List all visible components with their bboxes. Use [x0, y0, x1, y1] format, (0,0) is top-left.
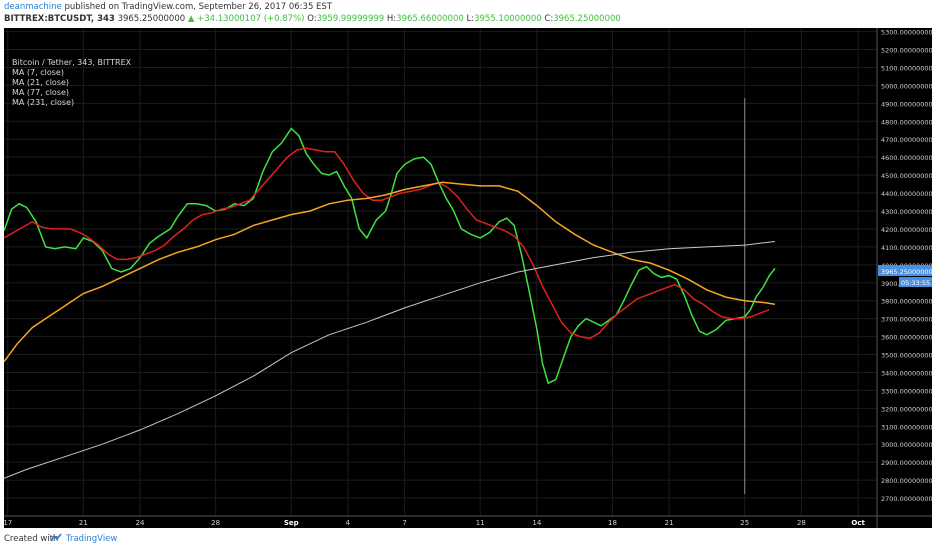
x-tick-label: 21 [665, 519, 674, 527]
chart-area[interactable]: 2700.00000000 2800.00000000 2900.00000000 3… [4, 28, 932, 528]
y-tick-label: 3100.00000000 [881, 423, 932, 431]
y-tick-label: 3300.00000000 [881, 387, 932, 395]
y-tick-label: 5100.00000000 [881, 64, 932, 72]
price-chart[interactable]: 2700.00000000 2800.00000000 2900.00000000 3… [4, 28, 932, 528]
tradingview-logo-icon [50, 533, 62, 542]
y-tick-label: 5200.00000000 [881, 47, 932, 55]
y-tick-label: 5300.00000000 [881, 29, 932, 37]
y-tick-label: 4400.00000000 [881, 190, 932, 198]
x-tick-label: 18 [608, 519, 617, 527]
y-tick-label: 4100.00000000 [881, 244, 932, 252]
x-tick-label: 21 [79, 519, 88, 527]
x-tick-label: 11 [476, 519, 485, 527]
x-tick-label: 28 [211, 519, 220, 527]
created-with-label: Created with [4, 534, 59, 544]
close-value: 3965.25000000 [553, 14, 621, 24]
x-tick-label: Oct [851, 519, 865, 527]
last-price-badge [878, 265, 932, 277]
symbol-label: BITTREX:BTCUSDT, 343 [4, 14, 115, 24]
legend-title: Bitcoin / Tether, 343, BITTREX [12, 58, 132, 67]
series-line-4 [4, 241, 776, 479]
price-change: ▲ +34.13000107 (+0.87%) [187, 14, 305, 24]
low-label: L: [466, 14, 475, 24]
publish-bar: deanmachine published on TradingView.com… [0, 0, 932, 28]
y-tick-label: 4600.00000000 [881, 154, 932, 162]
chart-legend: Bitcoin / Tether, 343, BITTREX MA (7, cl… [12, 58, 131, 108]
y-tick-label: 3600.00000000 [881, 334, 932, 342]
last-price: 3965.25000000 [117, 14, 186, 24]
symbol-ohlc-line: BITTREX:BTCUSDT, 343 3965.25000000 ▲ +34… [4, 14, 621, 24]
close-label: C: [544, 14, 554, 24]
legend-ma7: MA (7, close) [12, 68, 64, 77]
legend-ma77: MA (77, close) [12, 88, 70, 97]
y-tick-label: 4900.00000000 [881, 100, 932, 108]
x-tick-label: 28 [797, 519, 806, 527]
y-tick-label: 4500.00000000 [881, 172, 932, 180]
countdown-badge [899, 277, 932, 288]
published-text: published on TradingView.com, September … [64, 2, 333, 12]
footer: Created with TradingView [0, 528, 932, 550]
x-tick-label: 25 [740, 519, 749, 527]
y-tick-label: 3200.00000000 [881, 405, 932, 413]
x-tick-label: 14 [532, 519, 541, 527]
x-tick-label: Sep [284, 519, 299, 527]
open-label: O: [307, 14, 317, 24]
y-tick-label: 4200.00000000 [881, 226, 932, 234]
y-tick-label: 3500.00000000 [881, 352, 932, 360]
y-tick-label: 4300.00000000 [881, 208, 932, 216]
tradingview-link[interactable]: TradingView [66, 534, 118, 544]
high-label: H: [386, 14, 397, 24]
series-line-2 [4, 147, 770, 340]
last-price-label: 3965.25000000 [881, 268, 932, 276]
y-tick-label: 2800.00000000 [881, 477, 932, 485]
high-value: 3965.66000000 [396, 14, 464, 24]
y-tick-label: 4700.00000000 [881, 136, 932, 144]
y-tick-label: 4800.00000000 [881, 118, 932, 126]
y-tick-label: 2700.00000000 [881, 495, 932, 503]
countdown-label: 05:33:55 [901, 279, 930, 287]
series-line-3 [4, 181, 776, 363]
publish-line: deanmachine published on TradingView.com… [4, 2, 332, 12]
y-tick-label: 3700.00000000 [881, 316, 932, 324]
x-tick-label: 24 [136, 519, 145, 527]
y-tick-label: 5000.00000000 [881, 82, 932, 90]
legend-ma231: MA (231, close) [12, 98, 75, 107]
x-tick-label: 4 [346, 519, 351, 527]
x-tick-label: 17 [4, 519, 12, 527]
legend-ma21: MA (21, close) [12, 78, 70, 87]
y-tick-label: 3400.00000000 [881, 369, 932, 377]
y-tick-label: 2900.00000000 [881, 459, 932, 467]
x-tick-label: 7 [402, 519, 406, 527]
series-line-1 [4, 127, 776, 385]
publisher-link[interactable]: deanmachine [4, 2, 62, 12]
y-tick-label: 3800.00000000 [881, 298, 932, 306]
open-value: 3959.99999999 [316, 14, 385, 24]
y-tick-label: 3000.00000000 [881, 441, 932, 449]
low-value: 3955.10000000 [474, 14, 542, 24]
